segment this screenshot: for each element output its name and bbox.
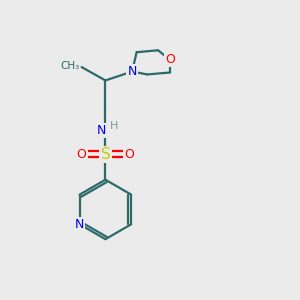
Text: O: O: [165, 53, 175, 66]
Text: O: O: [77, 148, 87, 161]
Text: N: N: [128, 65, 137, 78]
Text: N: N: [97, 124, 106, 136]
Text: CH₃: CH₃: [60, 61, 79, 71]
Text: N: N: [75, 218, 84, 231]
Text: O: O: [124, 148, 134, 161]
Text: S: S: [100, 147, 110, 162]
Text: H: H: [110, 121, 118, 131]
